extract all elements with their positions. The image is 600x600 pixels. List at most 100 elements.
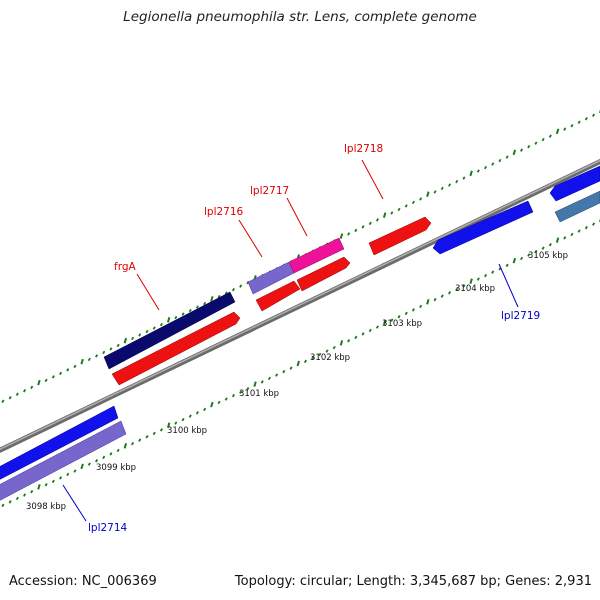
scale-tick [397,315,401,319]
scale-tick [159,428,163,432]
gene-lpl2718-feature[interactable] [368,216,432,256]
gene-label-lpl2716[interactable]: lpl2716 [204,206,244,218]
scale-tick [217,400,221,405]
gene-lpl2719-feature[interactable] [432,200,534,255]
gene-label-lpl2717[interactable]: lpl2717 [250,185,289,197]
scale-tick [563,127,567,131]
scale-tick [347,339,351,343]
scale-label: 3099 kbp [96,463,136,473]
scale-tick [181,417,185,422]
scale-label: 3100 kbp [167,426,207,436]
scale-tick [548,243,552,247]
scale-tick [541,137,545,142]
scale-tick [210,401,214,408]
gene-lpl2716-feature[interactable] [255,280,301,312]
scale-tick [433,297,437,302]
scale-tick [491,162,495,166]
scale-tick [584,117,588,121]
gene-label-frga[interactable]: frgA [114,261,136,273]
scale-tick [491,270,495,274]
scale-tick [339,340,344,346]
scale-tick [520,148,524,152]
gene-lpl2714-feature[interactable] [0,420,127,503]
scale-tick [123,443,128,449]
gene-red-feature-2[interactable] [296,256,351,292]
scale-tick [109,347,113,351]
gene-label-lpl2714[interactable]: lpl2714 [88,522,128,534]
scale-tick [577,229,581,233]
scale-tick [548,134,552,138]
gene-frga-feature[interactable] [103,291,236,370]
scale-tick [527,144,531,149]
scale-tick [534,141,538,145]
scale-tick [419,197,423,201]
scale-tick [80,358,84,365]
scale-tick [203,301,207,306]
scale-tick [512,149,517,156]
scale-tick [484,165,488,170]
scale-tick [555,128,560,135]
gene-labels: frgA lpl2716 lpl2717 lpl2718 lpl2719 lpl… [88,143,540,534]
scale-tick [267,376,271,381]
leader-line-lpl2717 [286,197,308,237]
accession-text: Accession: NC_006369 [9,574,157,589]
scale-tick [210,296,214,302]
scale-tick [239,284,243,288]
scale-tick [23,389,27,393]
leader-line-lpl2719 [498,263,519,308]
scale-tick [37,379,41,386]
scale-tick [159,322,163,327]
scale-tick [131,336,135,341]
scale-tick [51,479,55,484]
gene-label-lpl2718[interactable]: lpl2718 [344,143,383,155]
gene-blue-feature-left[interactable] [0,405,119,482]
scale-tick [8,396,12,400]
scale-tick [411,308,415,312]
gene-label-lpl2719[interactable]: lpl2719 [501,310,540,322]
scale-tick [426,191,430,197]
scale-tick [1,399,5,403]
gene-steel-feature-right[interactable] [554,190,600,223]
scale-tick [361,332,365,336]
gene-features [0,165,600,503]
scale-tick [174,421,178,425]
scale-tick [59,476,63,480]
scale-tick [419,304,423,309]
scale-tick [15,392,19,396]
scale-tick [73,469,77,473]
leader-line-lpl2714 [62,484,87,522]
scale-tick [534,249,538,254]
scale-label: 3101 kbp [239,389,279,399]
scale-tick [95,354,99,358]
scale-tick [116,448,120,453]
scale-tick [404,204,408,208]
scale-tick [181,312,185,316]
scale-tick [203,407,207,412]
leader-line-frga [136,273,160,311]
scale-tick [231,393,235,398]
scale-tick [584,225,588,230]
gene-lpl2717-feature[interactable] [288,237,345,274]
scale-tick [138,438,142,442]
gene-blue-feature-right[interactable] [549,165,600,202]
genome-summary-text: Topology: circular; Length: 3,345,687 bp… [234,574,592,589]
scale-tick [505,263,509,268]
scale-tick [166,317,171,323]
scale-tick [59,371,63,376]
scale-tick [347,232,351,236]
scale-tick [339,233,344,239]
scale-tick [15,496,19,501]
gene-label-leaders [62,159,519,522]
scale-tick [246,387,250,391]
scale-tick [368,221,372,226]
scale-label: 3102 kbp [310,353,350,363]
scale-tick [195,411,199,415]
scale-tick [448,291,452,295]
scale-tick [260,380,264,384]
scale-tick [440,186,444,191]
scale-tick [224,397,228,401]
scale-tick [462,176,466,180]
gene-red-feature-1[interactable] [111,311,241,386]
scale-tick [382,212,387,218]
